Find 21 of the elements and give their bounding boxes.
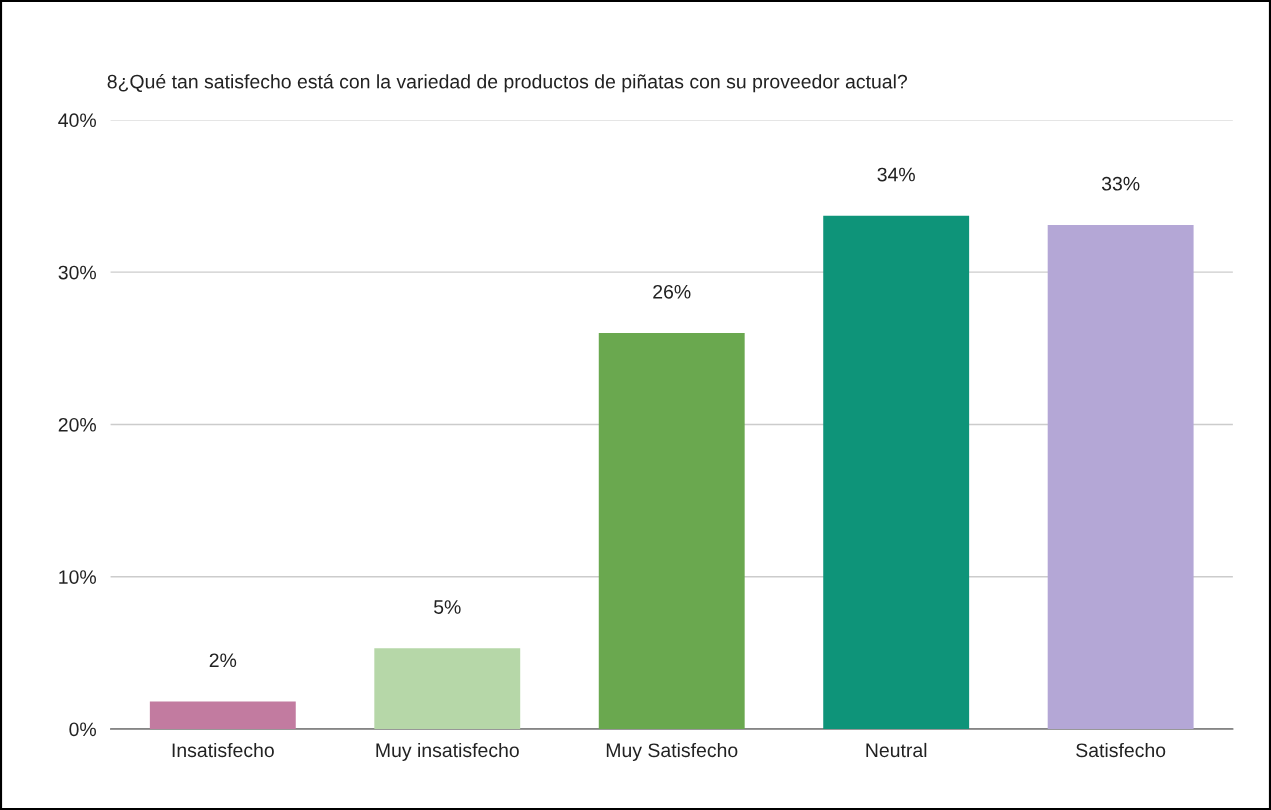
bar <box>598 333 745 729</box>
y-tick-label: 20% <box>58 417 96 432</box>
bar <box>374 648 521 729</box>
bar <box>1047 224 1194 729</box>
data-label: 2% <box>209 653 237 668</box>
x-tick-label: Muy insatisfecho <box>376 742 519 762</box>
bar <box>149 701 296 729</box>
y-tick-label: 10% <box>59 570 96 584</box>
x-tick-label: Satisfecho <box>1076 742 1166 758</box>
y-tick-label: 0% <box>69 722 96 737</box>
y-tick-label: 40% <box>58 113 96 128</box>
x-tick-label: Insatisfecho <box>172 742 274 758</box>
bar <box>823 215 970 729</box>
y-tick-label: 30% <box>58 265 96 280</box>
chart-title: 8¿Qué tan satisfecho está con la variedad de productos de piñatas con su proveedor actual? <box>107 73 908 93</box>
x-tick-label: Neutral <box>866 742 927 758</box>
x-tick-label: Muy Satisfecho <box>606 742 738 762</box>
data-label: 26% <box>653 284 691 299</box>
data-label: 33% <box>1101 176 1140 191</box>
data-label: 34% <box>877 167 915 182</box>
data-label: 5% <box>433 600 461 614</box>
